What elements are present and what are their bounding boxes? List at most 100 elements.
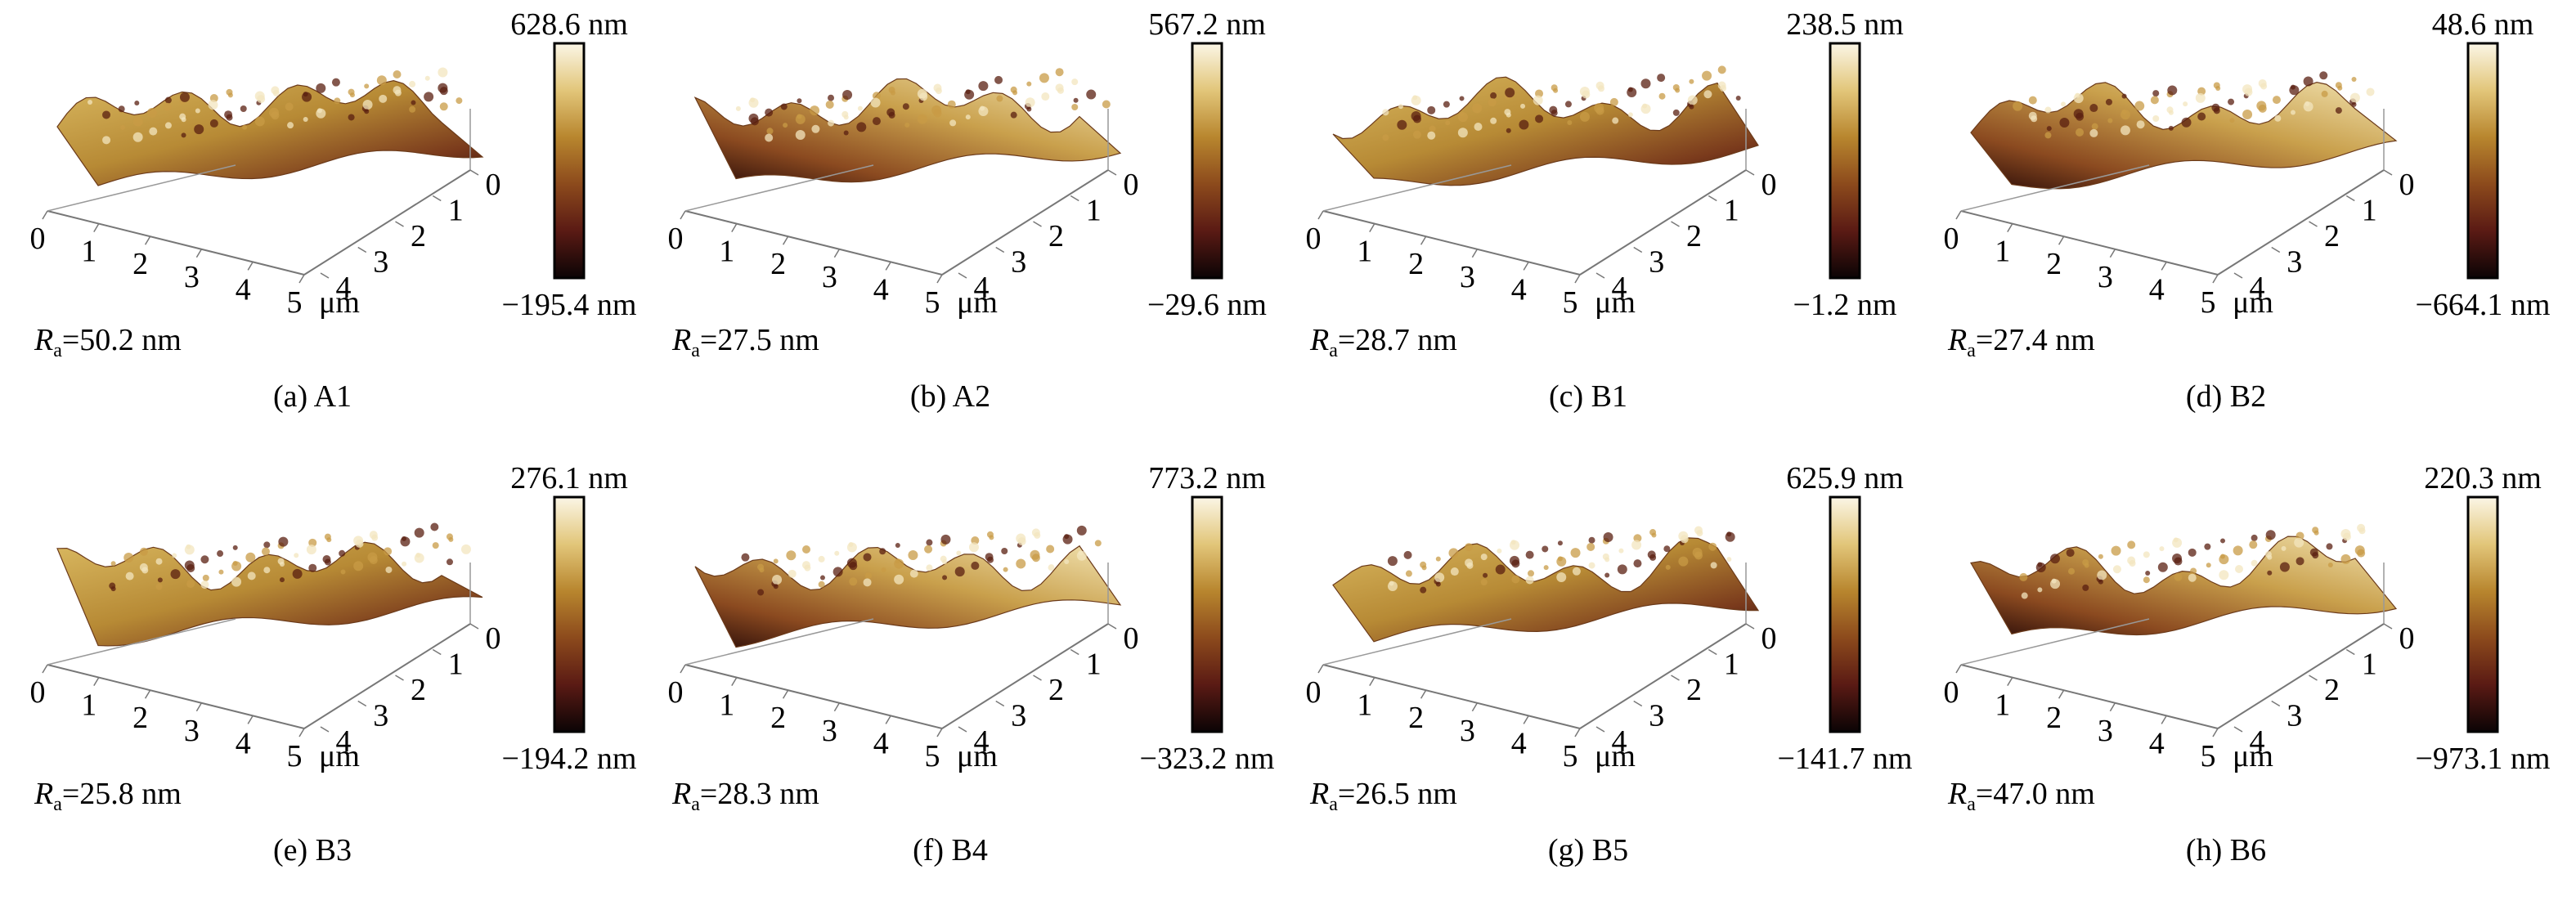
surface-texture xyxy=(1520,103,1526,109)
surface-texture xyxy=(1076,550,1087,561)
surface-texture xyxy=(1657,74,1666,83)
surface-texture xyxy=(2220,538,2226,544)
surface-texture xyxy=(2107,118,2113,123)
ra-symbol: R xyxy=(34,777,53,811)
surface-texture xyxy=(819,575,825,580)
axis-unit-label: μm xyxy=(1595,739,1636,773)
surface-texture xyxy=(1016,558,1026,569)
colorbar-gradient xyxy=(1829,42,1861,280)
surface-texture xyxy=(2143,576,2150,584)
roughness-label: Ra=26.5 nm xyxy=(1309,777,1457,815)
surface-texture xyxy=(1582,90,1591,99)
surface-texture xyxy=(379,94,388,103)
surface-texture xyxy=(2204,543,2211,550)
x-tick-label: 1 xyxy=(719,688,734,723)
surface-texture xyxy=(765,133,774,142)
surface-texture xyxy=(1459,96,1465,101)
x-axis-line xyxy=(1960,664,2219,729)
panel-caption: (g) B5 xyxy=(1548,833,1628,867)
surface-texture xyxy=(2351,77,2357,82)
surface-texture xyxy=(2120,125,2130,136)
surface-texture xyxy=(2321,90,2328,97)
colorbar-max-label: 567.2 nm xyxy=(1148,7,1266,42)
surface-texture xyxy=(1382,109,1389,116)
y-tick xyxy=(1671,675,1680,681)
surface-texture xyxy=(1086,89,1097,100)
y-axis-line xyxy=(941,623,1109,729)
surface-texture xyxy=(1495,564,1506,575)
surface-texture xyxy=(942,575,948,580)
x-tick xyxy=(2161,262,2167,271)
ra-subscript: a xyxy=(1967,340,1976,361)
surface-texture xyxy=(208,100,218,110)
y-tick xyxy=(2271,246,2281,253)
x-tick-label: 2 xyxy=(1408,247,1424,281)
x-tick-label: 3 xyxy=(184,714,200,748)
ra-subscript: a xyxy=(1329,794,1338,815)
surface-texture xyxy=(2228,98,2235,105)
surface-texture xyxy=(924,545,933,554)
y-tick-label: 1 xyxy=(2362,194,2377,228)
surface-texture xyxy=(849,562,858,571)
x-axis-line xyxy=(684,664,943,729)
surface-texture xyxy=(766,128,774,135)
surface-texture xyxy=(1694,551,1703,560)
ra-value: =26.5 nm xyxy=(1338,777,1457,811)
surface-texture xyxy=(834,550,840,556)
surface-texture xyxy=(353,561,364,572)
colorbar: 220.3 nm −973.1 nm xyxy=(2416,461,2551,776)
surface-texture xyxy=(978,105,989,116)
y-tick-label: 4 xyxy=(336,271,352,305)
surface-plot xyxy=(693,68,1122,183)
surface-texture xyxy=(1031,554,1040,563)
surface-mesh xyxy=(693,78,1122,183)
surface-texture xyxy=(1525,550,1534,559)
surface-texture xyxy=(242,124,248,130)
surface-texture xyxy=(1412,114,1421,123)
y-tick xyxy=(995,246,1005,253)
surface-texture xyxy=(385,566,393,573)
x-tick xyxy=(195,249,203,258)
surface-texture xyxy=(864,572,872,580)
surface-texture xyxy=(2327,563,2333,568)
x-tick-label: 1 xyxy=(719,235,734,269)
colorbar-max-label: 48.6 nm xyxy=(2432,7,2534,42)
y-axis-line xyxy=(303,623,471,729)
surface-texture xyxy=(857,105,863,111)
surface-texture xyxy=(843,114,849,120)
surface-texture xyxy=(2349,92,2360,103)
back-axis-line xyxy=(1960,164,2150,212)
surface-texture xyxy=(195,108,200,114)
x-axis-line xyxy=(684,210,943,276)
surface-texture xyxy=(2134,101,2145,111)
surface-mesh xyxy=(1332,76,1759,186)
surface-texture xyxy=(218,569,224,575)
surface-texture xyxy=(247,572,256,580)
surface-texture xyxy=(1710,562,1717,569)
surface-texture xyxy=(439,87,448,96)
colorbar-min-label: −195.4 nm xyxy=(502,288,637,322)
surface-texture xyxy=(2084,563,2089,568)
surface-texture xyxy=(292,568,303,579)
x-tick xyxy=(195,702,203,712)
surface-texture xyxy=(2251,559,2258,567)
y-tick-label: 4 xyxy=(974,724,990,759)
y-tick-label: 0 xyxy=(486,621,501,656)
surface-texture xyxy=(1519,119,1529,130)
surface-texture xyxy=(1412,130,1421,139)
roughness-label: Ra=28.7 nm xyxy=(1309,323,1457,361)
surface-texture xyxy=(163,102,172,111)
surface-texture xyxy=(120,124,126,130)
surface-texture xyxy=(1511,559,1520,568)
x-tick xyxy=(936,728,943,737)
surface-texture xyxy=(287,122,294,129)
surface-texture xyxy=(2159,546,2165,552)
x-tick-label: 1 xyxy=(1995,688,2010,723)
colorbar: 773.2 nm −323.2 nm xyxy=(1140,461,1275,776)
surface-texture xyxy=(1017,537,1026,546)
colorbar-gradient xyxy=(1191,495,1223,733)
surface-mesh xyxy=(1970,536,2398,636)
surface-texture xyxy=(968,542,979,553)
surface-texture xyxy=(1405,570,1412,577)
